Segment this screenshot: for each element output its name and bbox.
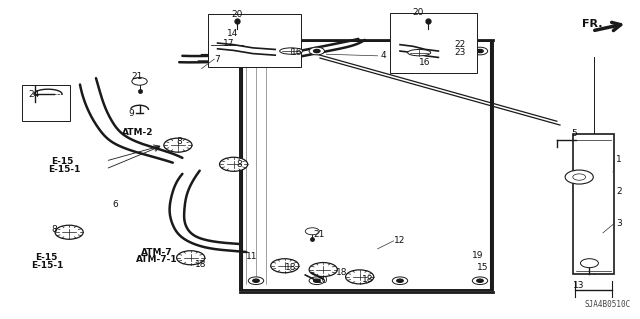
Text: 7: 7 bbox=[214, 55, 220, 63]
Text: 14: 14 bbox=[227, 29, 239, 38]
Circle shape bbox=[472, 277, 488, 285]
Text: SJA4B0510C: SJA4B0510C bbox=[584, 300, 630, 309]
Text: 3: 3 bbox=[616, 219, 622, 228]
Circle shape bbox=[477, 279, 483, 282]
Text: 8: 8 bbox=[52, 225, 58, 234]
Circle shape bbox=[392, 277, 408, 285]
Circle shape bbox=[248, 47, 264, 55]
Circle shape bbox=[220, 157, 248, 171]
Text: 16: 16 bbox=[419, 58, 431, 67]
Circle shape bbox=[397, 279, 403, 282]
Text: 18: 18 bbox=[195, 260, 207, 269]
Text: 17: 17 bbox=[223, 39, 234, 48]
Circle shape bbox=[253, 49, 259, 53]
Text: ATM-7-1: ATM-7-1 bbox=[136, 256, 178, 264]
Text: 2: 2 bbox=[616, 187, 622, 196]
Text: 10: 10 bbox=[317, 276, 328, 285]
Text: 21: 21 bbox=[314, 230, 325, 239]
Text: ATM-7: ATM-7 bbox=[141, 248, 172, 256]
Ellipse shape bbox=[280, 48, 303, 54]
Text: 9: 9 bbox=[128, 109, 134, 118]
Text: 24: 24 bbox=[28, 90, 40, 99]
Text: 12: 12 bbox=[394, 236, 405, 245]
Bar bbox=[208, 14, 301, 67]
Text: 18: 18 bbox=[362, 275, 373, 284]
Circle shape bbox=[164, 138, 192, 152]
Text: ATM-2: ATM-2 bbox=[122, 128, 153, 137]
Bar bbox=[22, 85, 70, 121]
Circle shape bbox=[397, 49, 403, 53]
Circle shape bbox=[248, 277, 264, 285]
Text: 23: 23 bbox=[454, 48, 466, 57]
Circle shape bbox=[565, 170, 593, 184]
Text: 21: 21 bbox=[131, 72, 143, 81]
Circle shape bbox=[477, 49, 483, 53]
Text: 22: 22 bbox=[454, 40, 466, 49]
Text: 4: 4 bbox=[381, 51, 387, 60]
Circle shape bbox=[309, 47, 324, 55]
Text: 8: 8 bbox=[237, 160, 243, 169]
Circle shape bbox=[472, 47, 488, 55]
Circle shape bbox=[305, 228, 319, 235]
Circle shape bbox=[309, 263, 337, 277]
Circle shape bbox=[253, 279, 259, 282]
Bar bbox=[573, 134, 614, 274]
Text: 13: 13 bbox=[573, 281, 584, 290]
Bar bbox=[240, 41, 493, 290]
Text: 5: 5 bbox=[572, 130, 577, 138]
Circle shape bbox=[132, 78, 147, 85]
Text: 16: 16 bbox=[291, 48, 303, 57]
Ellipse shape bbox=[408, 49, 431, 56]
Circle shape bbox=[177, 251, 205, 265]
Bar bbox=[240, 41, 493, 290]
Text: 20: 20 bbox=[413, 8, 424, 17]
Circle shape bbox=[314, 279, 320, 282]
Circle shape bbox=[271, 259, 299, 273]
Text: E-15: E-15 bbox=[51, 157, 74, 166]
Text: 11: 11 bbox=[246, 252, 258, 261]
Circle shape bbox=[573, 174, 586, 180]
Text: E-15: E-15 bbox=[35, 253, 58, 262]
Text: 6: 6 bbox=[112, 200, 118, 209]
Circle shape bbox=[392, 47, 408, 55]
Text: 18: 18 bbox=[285, 263, 296, 272]
Circle shape bbox=[55, 225, 83, 239]
Circle shape bbox=[580, 259, 598, 268]
Text: 18: 18 bbox=[336, 268, 348, 277]
Text: E-15-1: E-15-1 bbox=[31, 261, 63, 270]
Text: 8: 8 bbox=[177, 137, 182, 146]
Bar bbox=[390, 13, 477, 73]
Text: 1: 1 bbox=[616, 155, 622, 164]
Text: 20: 20 bbox=[232, 10, 243, 19]
Text: 15: 15 bbox=[477, 263, 488, 272]
Circle shape bbox=[314, 49, 320, 53]
Circle shape bbox=[309, 277, 324, 285]
Text: 19: 19 bbox=[472, 251, 484, 260]
Text: FR.: FR. bbox=[582, 19, 603, 29]
Circle shape bbox=[346, 270, 374, 284]
Text: E-15-1: E-15-1 bbox=[48, 165, 81, 174]
